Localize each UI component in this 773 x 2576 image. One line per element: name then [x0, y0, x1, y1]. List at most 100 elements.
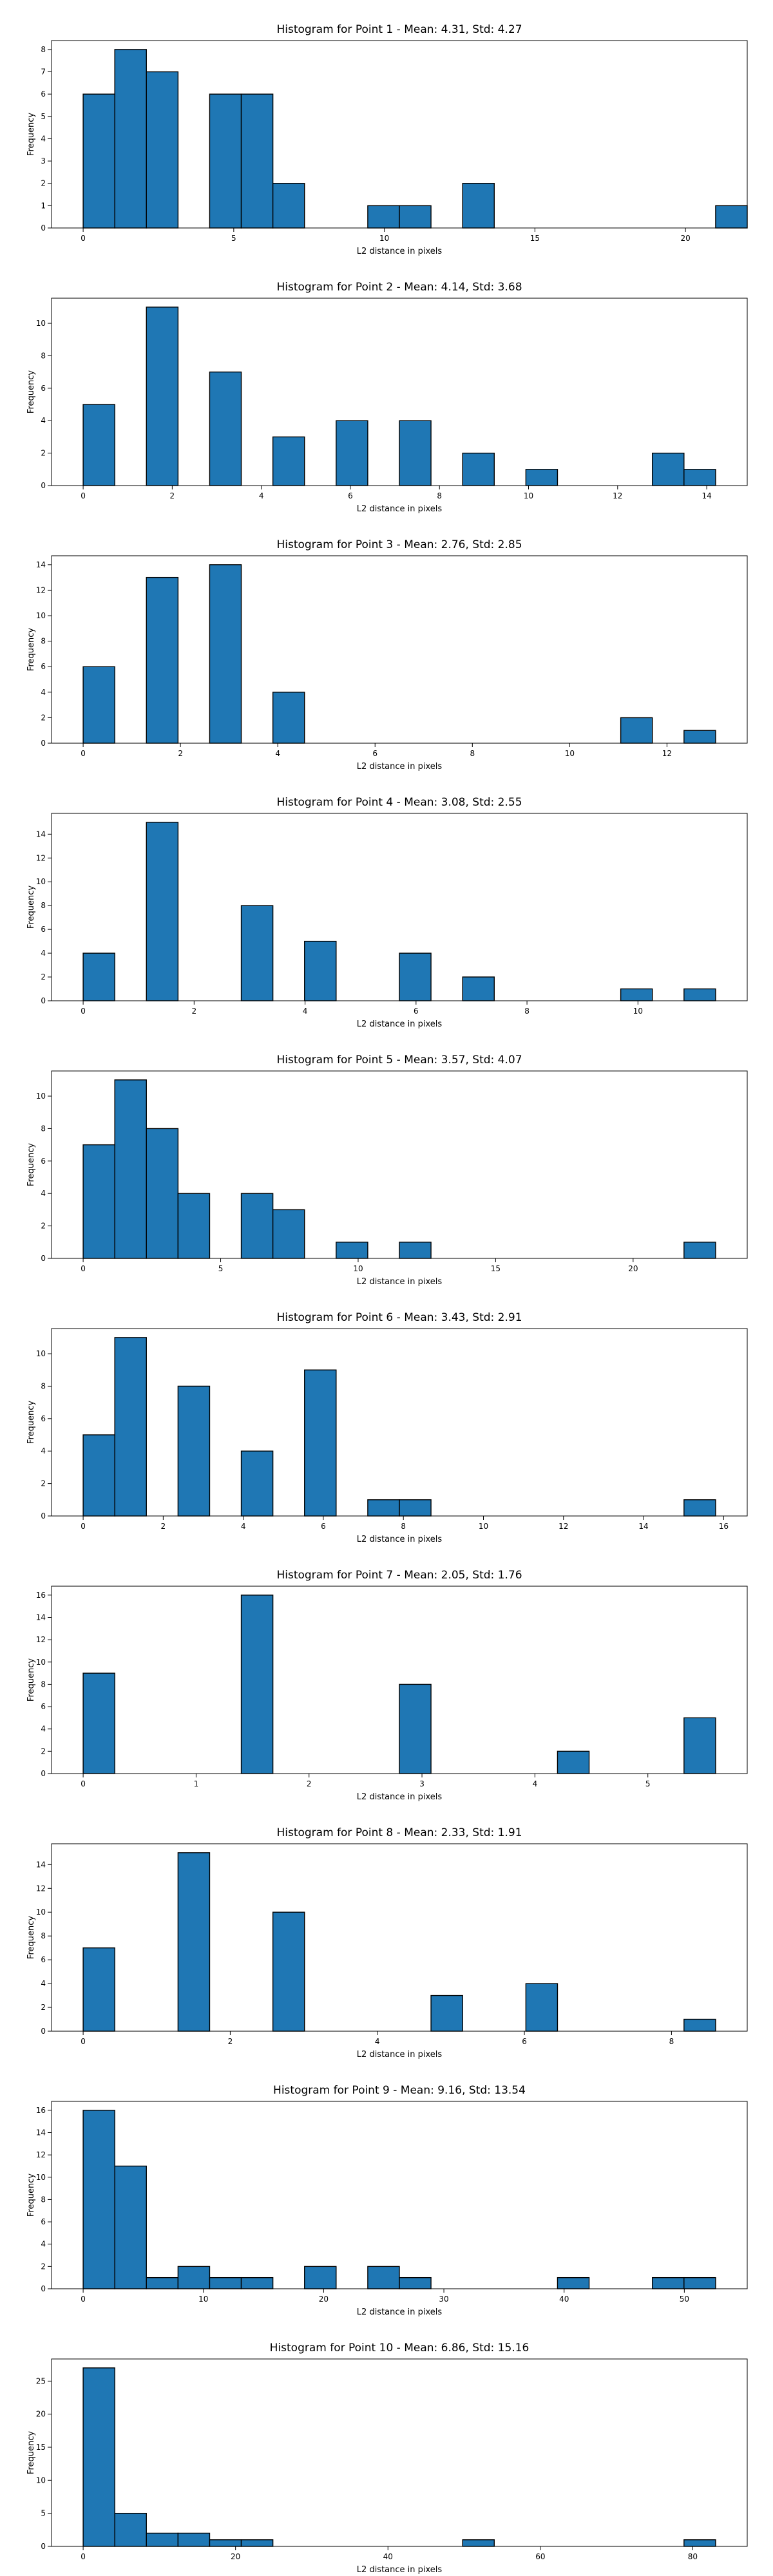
histogram-bar: [683, 730, 716, 744]
y-tick-label: 10: [36, 1908, 46, 1917]
y-tick-label: 8: [41, 1381, 46, 1390]
histogram-bar: [177, 2532, 211, 2547]
x-axis-label: L2 distance in pixels: [357, 2565, 443, 2575]
x-tick-label: 10: [353, 1264, 363, 1273]
y-axis-label: Frequency: [26, 370, 36, 413]
x-axis-label: L2 distance in pixels: [357, 1792, 443, 1802]
x-tick-label: 4: [275, 749, 280, 758]
x-tick-label: 12: [662, 749, 672, 758]
y-tick-label: 4: [41, 134, 46, 143]
y-tick-label: 4: [41, 688, 46, 697]
y-tick-label: 8: [41, 1680, 46, 1689]
histogram-3: Histogram for Point 3 - Mean: 2.76, Std:…: [26, 538, 748, 772]
x-tick-label: 0: [81, 1007, 86, 1016]
y-tick-label: 6: [41, 1955, 46, 1964]
y-tick-label: 6: [41, 925, 46, 934]
y-tick-label: 8: [41, 45, 46, 54]
x-tick-label: 10: [479, 1522, 488, 1531]
y-tick-label: 14: [36, 829, 46, 838]
x-tick-label: 6: [372, 749, 377, 758]
x-tick-label: 40: [559, 2295, 569, 2304]
y-tick-label: 2: [41, 972, 46, 981]
y-tick-label: 4: [41, 1979, 46, 1988]
histogram-bar: [82, 2367, 115, 2547]
x-tick-label: 14: [638, 1522, 648, 1531]
histogram-bar: [462, 452, 495, 486]
histogram-bar: [240, 905, 274, 1001]
y-tick-label: 0: [41, 739, 46, 748]
histogram-5: Histogram for Point 5 - Mean: 3.57, Std:…: [26, 1054, 748, 1287]
x-tick-label: 10: [379, 234, 389, 243]
y-tick-label: 14: [36, 1860, 46, 1869]
y-tick-label: 2: [41, 2262, 46, 2271]
x-tick-label: 2: [178, 749, 183, 758]
x-tick-label: 4: [259, 491, 264, 500]
histogram-bar: [146, 576, 179, 744]
histogram-4: Histogram for Point 4 - Mean: 3.08, Std:…: [26, 796, 748, 1029]
histogram-bar: [146, 822, 179, 1001]
y-axis-label: Frequency: [26, 1401, 36, 1444]
x-tick-label: 4: [241, 1522, 246, 1531]
histogram-9: Histogram for Point 9 - Mean: 9.16, Std:…: [26, 2084, 748, 2317]
chart-title: Histogram for Point 2 - Mean: 4.14, Std:…: [276, 281, 522, 294]
x-tick-label: 0: [81, 1779, 86, 1788]
y-tick-label: 0: [41, 1769, 46, 1778]
histogram-bar: [683, 2539, 716, 2547]
histogram-bar: [240, 1450, 274, 1517]
x-tick-label: 30: [439, 2295, 448, 2304]
y-tick-label: 16: [36, 2106, 46, 2115]
plot-frame: [51, 1328, 748, 1517]
bars: [82, 822, 716, 1001]
histogram-bar: [114, 1079, 147, 1259]
histogram-bar: [399, 1499, 432, 1517]
y-tick-label: 2: [41, 179, 46, 188]
y-tick-label: 6: [41, 90, 46, 99]
plot-frame: [51, 1843, 748, 2032]
bars: [82, 564, 716, 744]
histogram-bar: [114, 2165, 147, 2289]
y-tick-label: 12: [36, 1635, 46, 1644]
x-tick-label: 3: [419, 1779, 425, 1788]
histogram-bar: [683, 1499, 716, 1517]
histogram-1: Histogram for Point 1 - Mean: 4.31, Std:…: [26, 23, 748, 256]
x-tick-label: 14: [701, 491, 711, 500]
y-tick-label: 14: [36, 560, 46, 569]
histogram-bar: [557, 2277, 590, 2289]
y-tick-label: 12: [36, 585, 46, 594]
x-tick-label: 2: [228, 2037, 233, 2046]
x-tick-label: 4: [533, 1779, 538, 1788]
y-tick-label: 5: [41, 112, 46, 121]
plot-frame: [51, 2101, 748, 2289]
y-tick-label: 2: [41, 2003, 46, 2012]
x-tick-label: 10: [198, 2295, 208, 2304]
histogram-bar: [462, 183, 495, 229]
y-axis-label: Frequency: [26, 628, 36, 671]
y-tick-label: 8: [41, 1931, 46, 1940]
histogram-bar: [683, 2277, 716, 2289]
y-tick-label: 4: [41, 2240, 46, 2249]
y-tick-label: 10: [36, 611, 46, 620]
histogram-bar: [82, 666, 115, 744]
histogram-bar: [82, 2110, 115, 2289]
x-tick-label: 8: [669, 2037, 674, 2046]
y-tick-label: 12: [36, 853, 46, 862]
x-tick-label: 5: [231, 234, 236, 243]
y-tick-label: 16: [36, 1591, 46, 1600]
histogram-10: Histogram for Point 10 - Mean: 6.86, Std…: [26, 2342, 748, 2575]
y-tick-label: 3: [41, 156, 46, 166]
x-tick-label: 8: [437, 491, 442, 500]
y-axis-label: Frequency: [26, 2431, 36, 2474]
bars: [82, 2110, 716, 2289]
y-axis-label: Frequency: [26, 2174, 36, 2217]
bars: [82, 2367, 716, 2547]
histogram-bar: [683, 1242, 716, 1259]
x-axis-label: L2 distance in pixels: [357, 2050, 443, 2060]
y-tick-label: 8: [41, 2195, 46, 2204]
x-axis-label: L2 distance in pixels: [357, 247, 443, 256]
histogram-bar: [683, 988, 716, 1001]
histogram-bar: [683, 2018, 716, 2032]
y-tick-label: 0: [41, 1254, 46, 1263]
y-tick-label: 1: [41, 201, 46, 210]
y-axis-label: Frequency: [26, 886, 36, 929]
